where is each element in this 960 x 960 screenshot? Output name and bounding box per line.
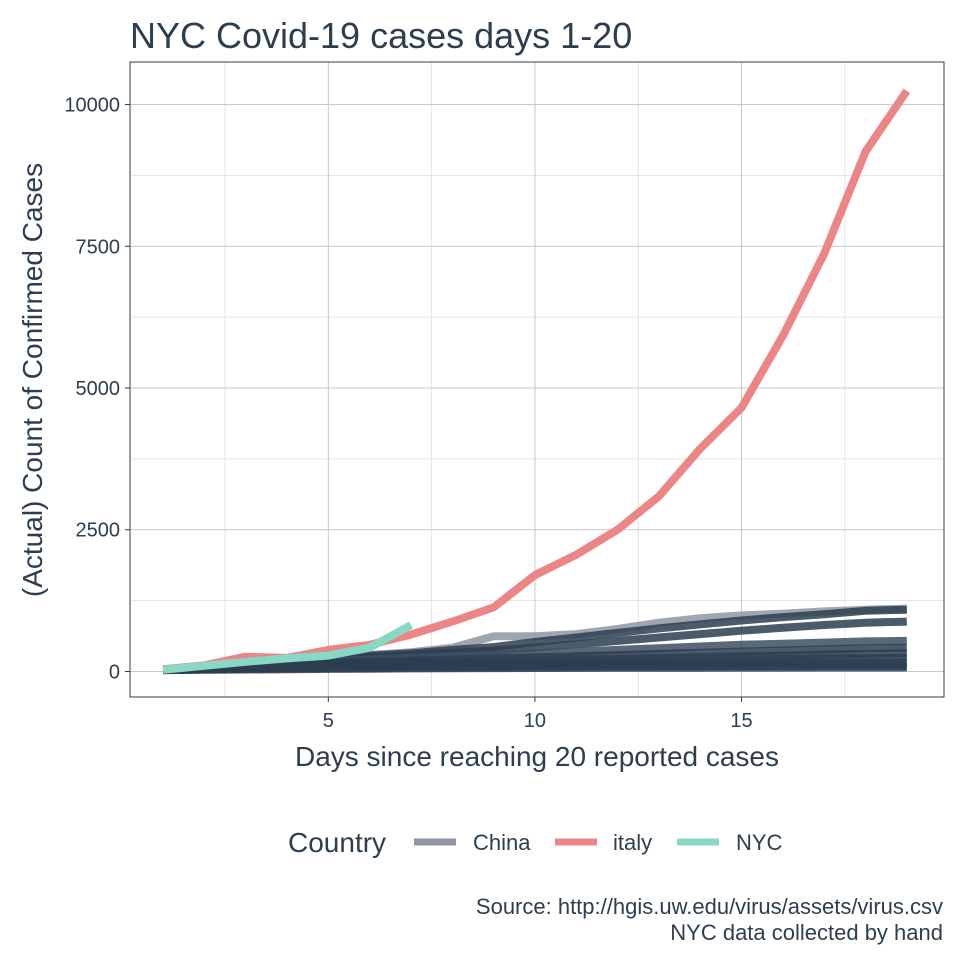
y-tick-label: 0 <box>109 661 120 683</box>
legend-title: Country <box>288 827 386 858</box>
y-axis-title: (Actual) Count of Confirmed Cases <box>17 163 48 597</box>
y-tick-label: 10000 <box>64 95 120 117</box>
chart-title: NYC Covid-19 cases days 1-20 <box>130 15 632 56</box>
grid <box>130 62 944 697</box>
y-tick-label: 5000 <box>76 378 121 400</box>
y-tick-label: 2500 <box>76 520 121 542</box>
legend-entry-nyc: NYC <box>677 830 783 855</box>
panel-border <box>129 61 945 698</box>
series-layer <box>162 88 911 675</box>
legend: Country China italy NYC <box>288 827 783 858</box>
x-tick-label: 15 <box>730 710 752 732</box>
series-line-china <box>163 663 907 675</box>
legend-label-nyc: NYC <box>736 830 783 855</box>
x-tick-label: 5 <box>323 710 334 732</box>
series-line-nyc <box>162 621 413 674</box>
x-axis-title: Days since reaching 20 reported cases <box>295 741 779 772</box>
legend-entry-italy: italy <box>555 830 652 855</box>
caption-source: Source: http://hgis.uw.edu/virus/assets/… <box>476 894 943 919</box>
legend-label-italy: italy <box>613 830 652 855</box>
legend-label-china: China <box>473 830 531 855</box>
caption-note: NYC data collected by hand <box>670 920 943 945</box>
legend-entry-china: China <box>414 830 531 855</box>
y-tick-label: 7500 <box>76 236 121 258</box>
x-tick-label: 10 <box>524 710 546 732</box>
axis-ticks: 5 10 15 0 2500 5000 7500 10000 <box>64 95 752 732</box>
